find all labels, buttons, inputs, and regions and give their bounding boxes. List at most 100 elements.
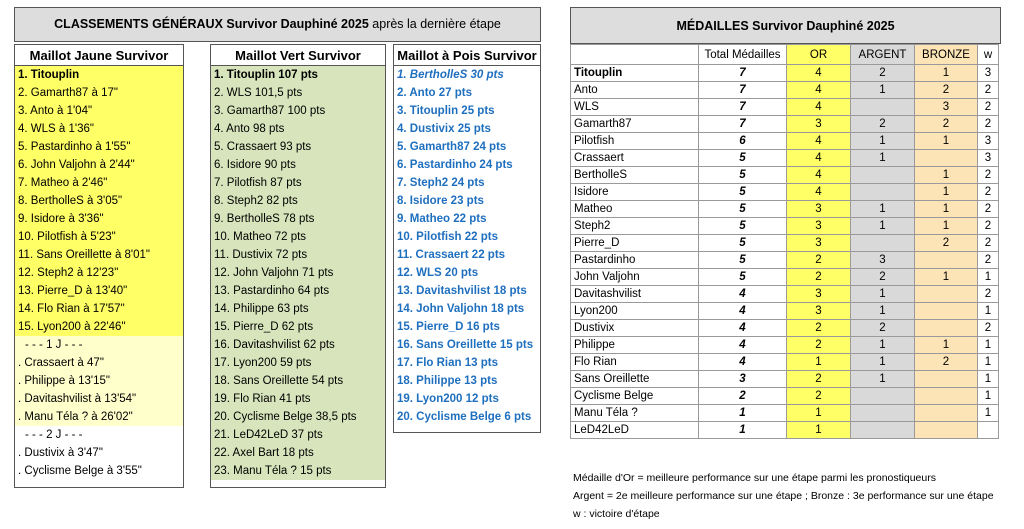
medals-row: John Valjohn 5 2 2 1 1 <box>570 268 999 286</box>
pois-list-item: 3. Titouplin 25 pts <box>397 105 495 117</box>
jaune-list-item: 11. Sans Oreillette à 8'01" <box>15 246 183 264</box>
medals-cell-name: Manu Téla ? <box>570 404 699 422</box>
maillot-pois-header: Maillot à Pois Survivor <box>394 45 540 66</box>
vert-list-item: 10. Matheo 72 pts <box>211 228 385 246</box>
medals-cell-bronze: 1 <box>914 336 978 354</box>
jaune-list-item: 12. Steph2 à 12'23" <box>15 264 183 282</box>
medals-cell-bronze <box>914 370 978 388</box>
jaune-list-item: 14. Flo Rian à 17'57" <box>15 300 183 318</box>
medals-cell-bronze: 1 <box>914 200 978 218</box>
medals-cell-w: 1 <box>977 268 999 286</box>
medals-cell-bronze: 2 <box>914 353 978 371</box>
medals-header-w: w <box>977 44 999 65</box>
medals-cell-name: LeD42LeD <box>570 421 699 439</box>
pois-list-item: 13. Davitashvilist 18 pts <box>397 285 527 297</box>
medals-cell-total: 2 <box>698 387 787 405</box>
medals-cell-argent: 1 <box>850 285 915 303</box>
medals-row: Isidore 5 4 1 2 <box>570 183 999 201</box>
pois-list-item: 5. Gamarth87 24 pts <box>397 141 507 153</box>
vert-list-item: 19. Flo Rian 41 pts <box>211 390 385 408</box>
medals-cell-bronze <box>914 404 978 422</box>
medals-cell-or: 2 <box>786 268 851 286</box>
medals-cell-or: 4 <box>786 64 851 82</box>
medals-cell-w: 2 <box>977 285 999 303</box>
medals-cell-or: 2 <box>786 370 851 388</box>
medals-cell-or: 3 <box>786 302 851 320</box>
medals-cell-name: Philippe <box>570 336 699 354</box>
medals-cell-total: 4 <box>698 285 787 303</box>
medals-cell-total: 6 <box>698 132 787 150</box>
medals-cell-or: 4 <box>786 166 851 184</box>
medals-cell-bronze: 1 <box>914 64 978 82</box>
medals-body: Titouplin 7 4 2 1 3 Anto 7 4 1 2 2 WLS 7 4 3 2 Gamarth87 7… <box>570 64 999 439</box>
jaune-list-item: - - - 1 J - - - <box>15 336 183 354</box>
pois-list-item: 20. Cyclisme Belge 6 pts <box>397 411 532 423</box>
medals-cell-w: 1 <box>977 302 999 320</box>
medals-cell-bronze <box>914 319 978 337</box>
vert-list-item: 1. Titouplin 107 pts <box>211 66 385 84</box>
medals-row: Pierre_D 5 3 2 2 <box>570 234 999 252</box>
vert-list-item: 7. Pilotfish 87 pts <box>211 174 385 192</box>
general-classification-title-suffix: après la dernière étape <box>368 17 501 31</box>
medals-cell-name: Sans Oreillette <box>570 370 699 388</box>
medals-cell-argent <box>850 183 915 201</box>
medals-title-text: MÉDAILLES Survivor Dauphiné 2025 <box>676 19 895 33</box>
pois-list-item: 19. Lyon200 12 pts <box>397 393 499 405</box>
medals-cell-argent: 1 <box>850 370 915 388</box>
medals-header-argent: ARGENT <box>850 44 915 65</box>
medals-row: Matheo 5 3 1 1 2 <box>570 200 999 218</box>
medals-cell-or: 4 <box>786 132 851 150</box>
medals-row: Flo Rian 4 1 1 2 1 <box>570 353 999 371</box>
medals-cell-argent: 1 <box>850 81 915 99</box>
medals-cell-argent: 1 <box>850 200 915 218</box>
medals-cell-name: BertholleS <box>570 166 699 184</box>
pois-list-item: 8. Isidore 23 pts <box>397 195 484 207</box>
medals-row: BertholleS 5 4 1 2 <box>570 166 999 184</box>
medals-cell-or: 3 <box>786 200 851 218</box>
medals-cell-name: Pastardinho <box>570 251 699 269</box>
pois-list-item: 14. John Valjohn 18 pts <box>397 303 525 315</box>
maillot-vert-list: 1. Titouplin 107 pts 2. WLS 101,5 pts 3. G… <box>211 66 385 480</box>
medals-cell-or: 1 <box>786 353 851 371</box>
medals-cell-argent: 1 <box>850 149 915 167</box>
medals-cell-argent: 1 <box>850 336 915 354</box>
pois-list-item: 16. Sans Oreillette 15 pts <box>397 339 534 351</box>
medals-cell-argent: 2 <box>850 115 915 133</box>
vert-list-item: 9. BertholleS 78 pts <box>211 210 385 228</box>
jaune-list-item: 7. Matheo à 2'46" <box>15 174 183 192</box>
medals-cell-or: 2 <box>786 319 851 337</box>
medals-cell-w: 2 <box>977 98 999 116</box>
medals-cell-or: 4 <box>786 183 851 201</box>
medals-row: Pastardinho 5 2 3 2 <box>570 251 999 269</box>
maillot-vert-column: Maillot Vert Survivor 1. Titouplin 107 p… <box>210 44 386 488</box>
medals-cell-argent <box>850 166 915 184</box>
medals-cell-name: Lyon200 <box>570 302 699 320</box>
medals-cell-total: 5 <box>698 166 787 184</box>
medals-cell-argent: 1 <box>850 217 915 235</box>
maillot-jaune-header: Maillot Jaune Survivor <box>15 45 183 66</box>
medals-cell-name: Gamarth87 <box>570 115 699 133</box>
medals-cell-total: 3 <box>698 370 787 388</box>
medals-note-or: Médaille d'Or = meilleure performance su… <box>573 472 936 484</box>
medals-cell-total: 5 <box>698 183 787 201</box>
medals-cell-total: 7 <box>698 81 787 99</box>
medals-cell-w: 2 <box>977 251 999 269</box>
medals-row: Sans Oreillette 3 2 1 1 <box>570 370 999 388</box>
vert-list-item: 11. Dustivix 72 pts <box>211 246 385 264</box>
vert-list-item: 6. Isidore 90 pts <box>211 156 385 174</box>
vert-list-item: 20. Cyclisme Belge 38,5 pts <box>211 408 385 426</box>
medals-cell-argent: 2 <box>850 64 915 82</box>
medals-cell-name: Isidore <box>570 183 699 201</box>
medals-cell-bronze: 1 <box>914 166 978 184</box>
vert-list-item: 4. Anto 98 pts <box>211 120 385 138</box>
medals-cell-argent: 1 <box>850 353 915 371</box>
medals-cell-total: 7 <box>698 115 787 133</box>
medals-cell-bronze <box>914 285 978 303</box>
medals-cell-or: 1 <box>786 404 851 422</box>
medals-cell-bronze: 2 <box>914 234 978 252</box>
jaune-list-item: . Crassaert à 47" <box>15 354 183 372</box>
medals-row: Dustivix 4 2 2 2 <box>570 319 999 337</box>
vert-list-item: 2. WLS 101,5 pts <box>211 84 385 102</box>
medals-row: LeD42LeD 1 1 <box>570 421 999 439</box>
medals-row: Pilotfish 6 4 1 1 3 <box>570 132 999 150</box>
